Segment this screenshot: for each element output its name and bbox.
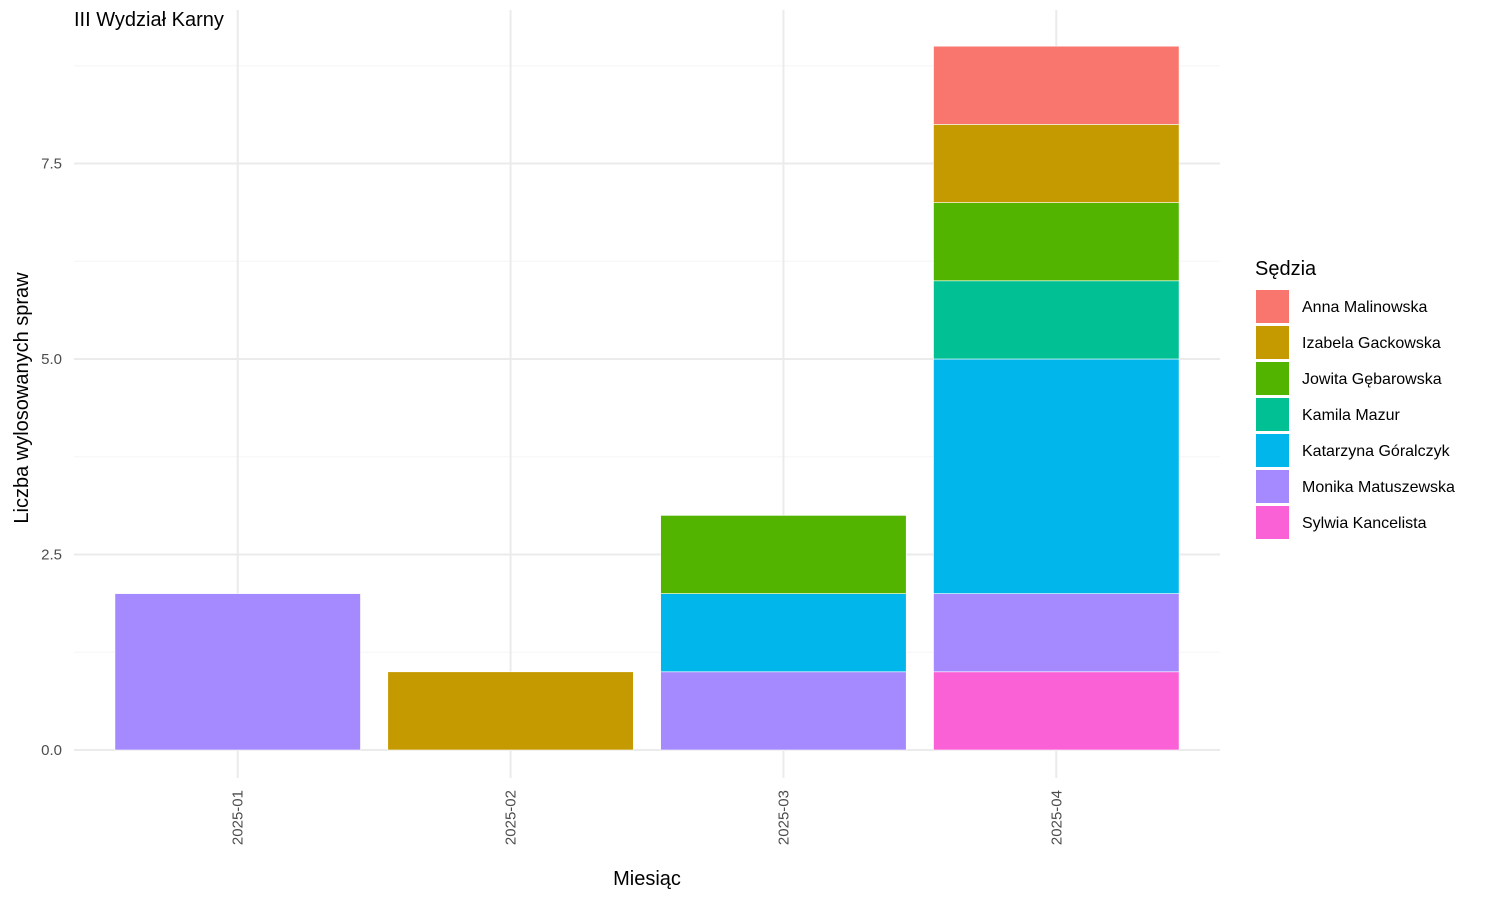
legend-key <box>1256 326 1289 359</box>
y-tick-label: 5.0 <box>41 351 62 368</box>
legend-key <box>1256 434 1289 467</box>
bar-segment <box>933 593 1180 673</box>
bar-segment <box>660 671 907 751</box>
legend-key <box>1256 506 1289 539</box>
bar-segment <box>933 45 1180 125</box>
x-tick-label: 2025-02 <box>503 790 520 845</box>
legend-label: Izabela Gackowska <box>1302 335 1441 352</box>
y-axis-title: Liczba wylosowanych spraw <box>11 272 33 524</box>
y-axis-ticks: 0.0 2.5 5.0 7.5 <box>41 156 62 760</box>
legend-key <box>1256 398 1289 431</box>
x-tick-label: 2025-03 <box>775 790 792 845</box>
bar-segment <box>933 671 1180 751</box>
x-axis-ticks: 2025-01 2025-02 2025-03 2025-04 <box>230 790 1066 845</box>
legend-label: Anna Malinowska <box>1302 299 1428 316</box>
y-tick-label: 7.5 <box>41 156 62 173</box>
bar-segment <box>933 280 1180 360</box>
bar-segment <box>933 358 1180 594</box>
legend-label: Katarzyna Góralczyk <box>1302 443 1451 460</box>
legend-label: Sylwia Kancelista <box>1302 515 1427 532</box>
bar-segment <box>387 671 634 751</box>
legend-label: Jowita Gębarowska <box>1302 371 1442 388</box>
y-tick-label: 0.0 <box>41 742 62 759</box>
legend-key <box>1256 470 1289 503</box>
bar-segment <box>933 124 1180 203</box>
bars <box>114 45 1180 751</box>
x-tick-label: 2025-04 <box>1048 790 1065 845</box>
legend: Sędzia Anna Malinowska Izabela Gackowska J… <box>1255 258 1455 539</box>
chart-title: III Wydział Karny <box>74 9 224 31</box>
x-tick-label: 2025-01 <box>230 790 247 845</box>
legend-label: Kamila Mazur <box>1302 407 1400 424</box>
legend-key <box>1256 290 1289 323</box>
bar-segment <box>114 593 361 751</box>
bar-segment <box>660 515 907 594</box>
x-axis-title: Miesiąc <box>613 868 681 890</box>
y-tick-label: 2.5 <box>41 547 62 564</box>
legend-title: Sędzia <box>1255 258 1317 280</box>
legend-key <box>1256 362 1289 395</box>
bar-segment <box>933 202 1180 282</box>
legend-label: Monika Matuszewska <box>1302 479 1455 496</box>
bar-segment <box>660 593 907 673</box>
